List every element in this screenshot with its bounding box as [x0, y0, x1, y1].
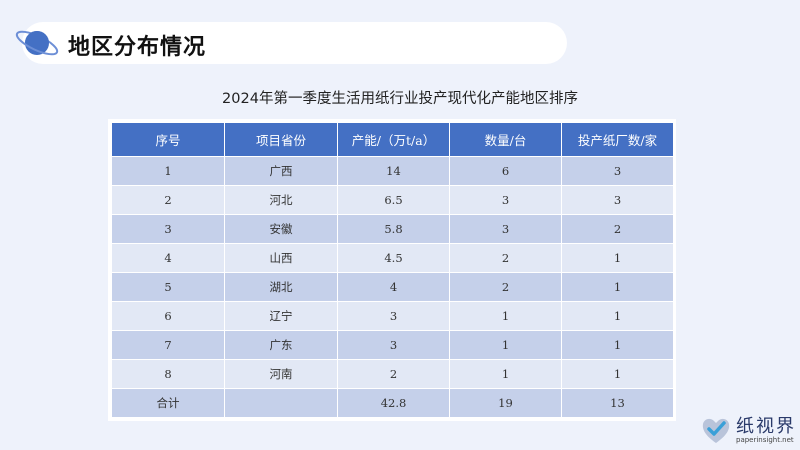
table-title: 2024年第一季度生活用纸行业投产现代化产能地区排序: [222, 91, 578, 107]
total-quantity: 19: [449, 388, 562, 418]
cell-quantity: 3: [449, 185, 562, 215]
cell-province: 广西: [224, 156, 338, 186]
cell-capacity: 5.8: [337, 214, 450, 244]
column-header-province: 项目省份: [224, 122, 338, 157]
column-header-index: 序号: [111, 122, 225, 157]
cell-quantity: 6: [449, 156, 562, 186]
section-title: 地区分布情况: [68, 35, 207, 60]
total-capacity: 42.8: [337, 388, 450, 418]
cell-province: 河北: [224, 185, 338, 215]
cell-quantity: 2: [449, 243, 562, 273]
table-row: 8 河南 2 1 1: [111, 359, 674, 389]
column-header-quantity: 数量/台: [449, 122, 562, 157]
cell-province: 安徽: [224, 214, 338, 244]
brand-name: 纸视界: [736, 416, 796, 437]
cell-province: 辽宁: [224, 301, 338, 331]
total-province: [224, 388, 338, 418]
cell-mills: 1: [561, 272, 674, 302]
planet-icon: [15, 30, 59, 56]
table-row: 4 山西 4.5 2 1: [111, 243, 674, 273]
cell-quantity: 1: [449, 301, 562, 331]
cell-province: 广东: [224, 330, 338, 360]
cell-capacity: 4.5: [337, 243, 450, 273]
cell-mills: 1: [561, 243, 674, 273]
table-container: 序号 项目省份 产能/（万t/a） 数量/台 投产纸厂数/家 1 广西 14 6…: [108, 119, 676, 421]
column-header-mills: 投产纸厂数/家: [561, 122, 674, 157]
cell-mills: 3: [561, 156, 674, 186]
cell-quantity: 3: [449, 214, 562, 244]
cell-quantity: 1: [449, 359, 562, 389]
cell-mills: 1: [561, 359, 674, 389]
table-row: 6 辽宁 3 1 1: [111, 301, 674, 331]
cell-province: 山西: [224, 243, 338, 273]
cell-capacity: 3: [337, 301, 450, 331]
capacity-table: 序号 项目省份 产能/（万t/a） 数量/台 投产纸厂数/家 1 广西 14 6…: [111, 122, 674, 418]
cell-capacity: 6.5: [337, 185, 450, 215]
table-row: 2 河北 6.5 3 3: [111, 185, 674, 215]
cell-mills: 2: [561, 214, 674, 244]
cell-province: 河南: [224, 359, 338, 389]
cell-capacity: 2: [337, 359, 450, 389]
table-row: 5 湖北 4 2 1: [111, 272, 674, 302]
table-row: 1 广西 14 6 3: [111, 156, 674, 186]
cell-province: 湖北: [224, 272, 338, 302]
brand-url: paperinsight.net: [736, 436, 794, 444]
cell-mills: 3: [561, 185, 674, 215]
cell-index: 1: [111, 156, 225, 186]
total-label: 合计: [111, 388, 225, 418]
column-header-capacity: 产能/（万t/a）: [337, 122, 450, 157]
cell-quantity: 2: [449, 272, 562, 302]
table-total-row: 合计 42.8 19 13: [111, 388, 674, 418]
cell-capacity: 14: [337, 156, 450, 186]
table-row: 3 安徽 5.8 3 2: [111, 214, 674, 244]
table-row: 7 广东 3 1 1: [111, 330, 674, 360]
cell-index: 2: [111, 185, 225, 215]
cell-mills: 1: [561, 301, 674, 331]
cell-mills: 1: [561, 330, 674, 360]
cell-capacity: 3: [337, 330, 450, 360]
cell-index: 6: [111, 301, 225, 331]
brand-logo: 纸视界 paperinsight.net: [700, 412, 800, 450]
cell-index: 5: [111, 272, 225, 302]
total-mills: 13: [561, 388, 674, 418]
cell-index: 4: [111, 243, 225, 273]
cell-index: 7: [111, 330, 225, 360]
heart-check-icon: [702, 418, 730, 443]
cell-index: 8: [111, 359, 225, 389]
table-header-row: 序号 项目省份 产能/（万t/a） 数量/台 投产纸厂数/家: [111, 122, 674, 157]
cell-index: 3: [111, 214, 225, 244]
cell-quantity: 1: [449, 330, 562, 360]
section-header-bar: [22, 22, 567, 64]
cell-capacity: 4: [337, 272, 450, 302]
